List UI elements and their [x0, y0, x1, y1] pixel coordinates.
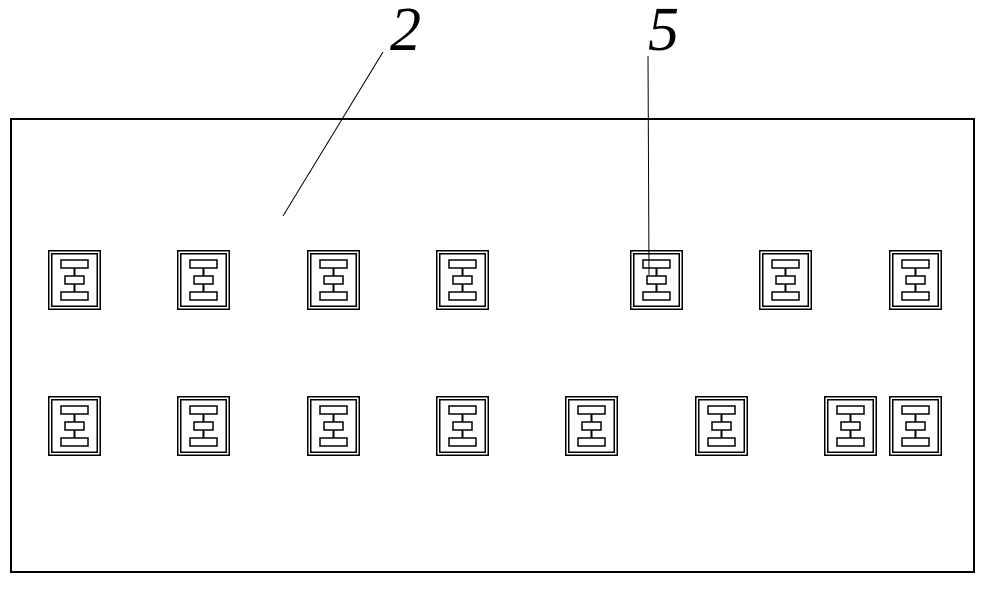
symbol-item [436, 250, 489, 315]
symbol-item [436, 396, 489, 461]
symbol-item [177, 250, 230, 315]
symbol-icon [759, 250, 812, 310]
symbol-icon [436, 250, 489, 310]
symbol-item [824, 396, 877, 461]
symbol-icon [565, 396, 618, 456]
symbol-item [307, 396, 360, 461]
symbol-icon [48, 396, 101, 456]
symbol-item [48, 250, 101, 315]
symbol-item [695, 396, 748, 461]
symbol-icon [177, 396, 230, 456]
symbol-item [889, 250, 942, 315]
symbol-grid [0, 0, 1000, 610]
symbol-icon [48, 250, 101, 310]
symbol-icon [630, 250, 683, 310]
symbol-item [889, 396, 942, 461]
symbol-item [565, 396, 618, 461]
symbol-icon [695, 396, 748, 456]
symbol-icon [307, 396, 360, 456]
symbol-item [48, 396, 101, 461]
symbol-item [307, 250, 360, 315]
symbol-icon [824, 396, 877, 456]
symbol-icon [307, 250, 360, 310]
symbol-item [177, 396, 230, 461]
symbol-item [630, 250, 683, 315]
symbol-icon [889, 396, 942, 456]
symbol-item [759, 250, 812, 315]
symbol-icon [436, 396, 489, 456]
symbol-icon [177, 250, 230, 310]
symbol-icon [889, 250, 942, 310]
